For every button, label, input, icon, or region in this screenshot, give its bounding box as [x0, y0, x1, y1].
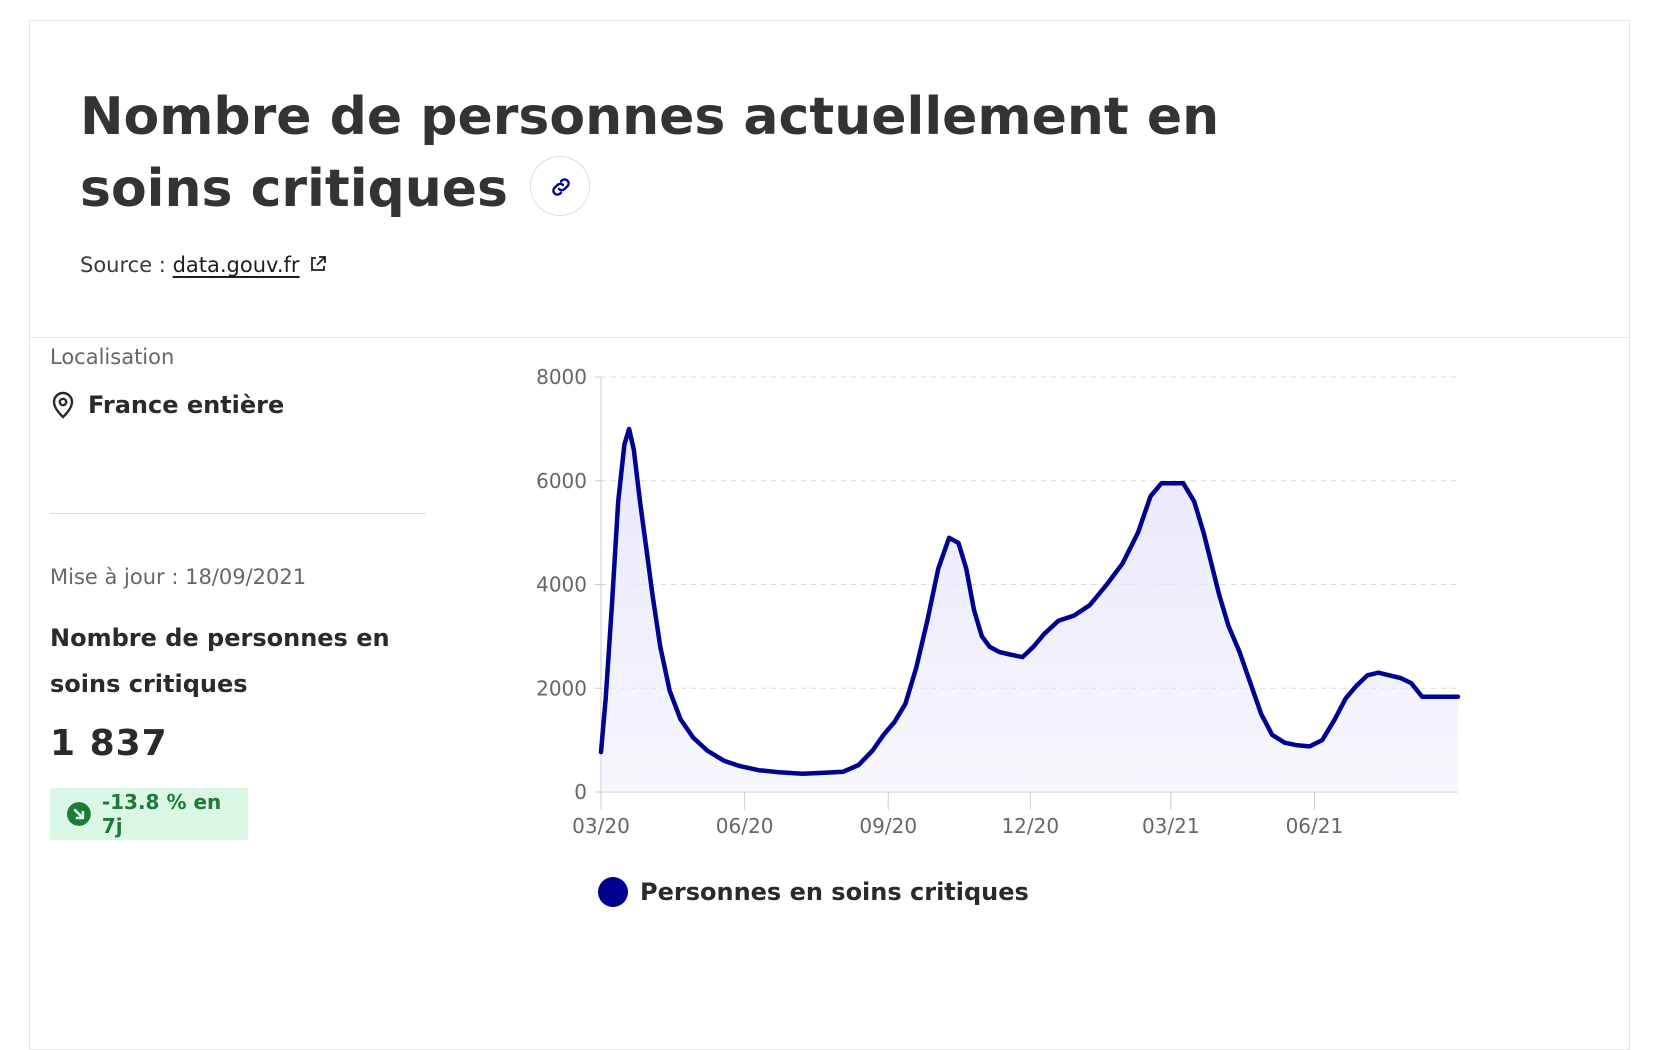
x-tick-label: 03/20 [572, 814, 630, 838]
source-label: Source : [80, 253, 166, 277]
source-link[interactable]: data.gouv.fr [172, 253, 300, 277]
arrow-down-right-icon [66, 802, 91, 826]
location-value: France entière [88, 391, 285, 419]
y-tick-label: 4000 [536, 573, 587, 597]
copy-link-button[interactable] [530, 156, 591, 216]
y-tick-label: 8000 [536, 365, 587, 389]
x-tick-label: 06/21 [1286, 814, 1344, 838]
location-label: Localisation [50, 345, 175, 369]
y-tick-label: 2000 [536, 676, 587, 700]
update-date: Mise à jour : 18/09/2021 [50, 565, 307, 589]
external-link-icon [310, 256, 326, 271]
link-icon [552, 178, 570, 196]
x-tick-label: 06/20 [716, 814, 774, 838]
critical-care-chart: 0 2000 4000 6000 8000 03/20 06/20 09/20 12/20 03/… [536, 365, 1461, 838]
series-area [601, 428, 1458, 792]
trend-text: -13.8 % en 7j [101, 790, 222, 838]
divider [50, 513, 426, 514]
y-tick-label: 0 [574, 780, 587, 804]
x-tick-label: 03/21 [1142, 814, 1200, 838]
x-tick-label: 09/20 [859, 814, 917, 838]
title-text: Nombre de personnes actuellement en soin… [80, 87, 1220, 219]
chart-legend: Personnes en soins critiques [598, 877, 1029, 907]
kpi-label: Nombre de personnes en soins critiques [50, 624, 390, 698]
card-header: Nombre de personnes actuellement en soin… [30, 21, 1629, 338]
legend-label: Personnes en soins critiques [640, 878, 1029, 906]
y-tick-label: 6000 [536, 469, 587, 493]
kpi-value: 1 837 [50, 723, 168, 764]
location-selector[interactable]: France entière [50, 391, 430, 419]
source-line: Source : data.gouv.fr [80, 253, 328, 277]
map-pin-icon [52, 391, 74, 419]
series-line [598, 426, 1461, 777]
indicator-summary: Localisation France entière Mise à jour … [50, 345, 430, 840]
trend-badge: -13.8 % en 7j [50, 788, 248, 840]
page-title: Nombre de personnes actuellement en soin… [80, 81, 1340, 225]
legend-marker [598, 877, 628, 907]
indicator-card: Nombre de personnes actuellement en soin… [29, 20, 1630, 1050]
x-tick-label: 12/20 [1001, 814, 1059, 838]
